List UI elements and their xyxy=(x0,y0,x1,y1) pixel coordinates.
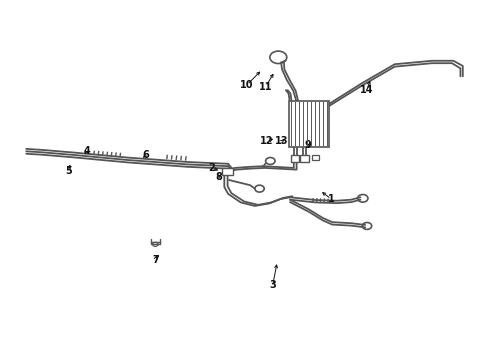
Text: 11: 11 xyxy=(258,82,272,92)
FancyBboxPatch shape xyxy=(222,168,232,175)
Text: 13: 13 xyxy=(275,136,288,146)
FancyBboxPatch shape xyxy=(300,156,308,162)
Text: 14: 14 xyxy=(359,85,372,95)
Text: 10: 10 xyxy=(240,80,253,90)
Text: 9: 9 xyxy=(304,140,311,150)
Text: 3: 3 xyxy=(269,280,276,291)
Text: 5: 5 xyxy=(65,166,72,176)
Text: 7: 7 xyxy=(152,255,159,265)
Text: 2: 2 xyxy=(208,163,215,173)
FancyBboxPatch shape xyxy=(290,156,299,162)
Text: 4: 4 xyxy=(83,146,90,156)
Text: 1: 1 xyxy=(327,194,334,204)
FancyBboxPatch shape xyxy=(288,100,328,147)
FancyBboxPatch shape xyxy=(311,156,319,160)
Text: 12: 12 xyxy=(260,136,273,146)
Text: 6: 6 xyxy=(142,150,149,160)
Text: 8: 8 xyxy=(215,172,222,181)
